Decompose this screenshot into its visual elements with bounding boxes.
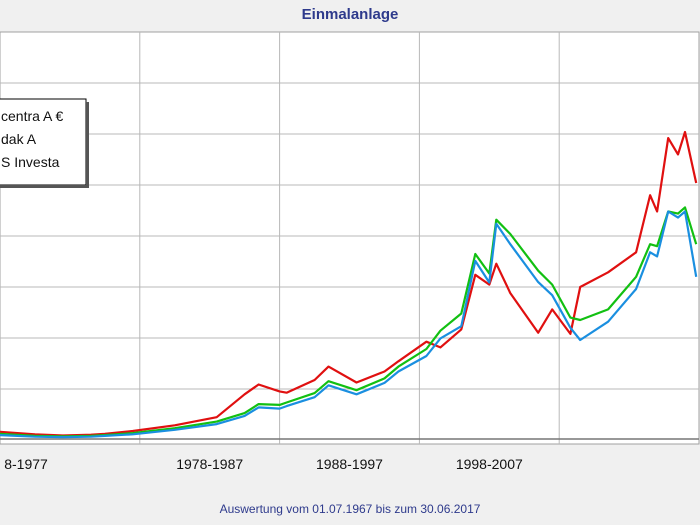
legend-entry: dak A [1, 131, 37, 147]
x-tick-label: 1978-1987 [176, 456, 243, 472]
series-line-dak-a [0, 206, 698, 438]
series-line-s-investa [0, 210, 698, 439]
x-tick-label: 1998-2007 [456, 456, 523, 472]
series-line-centra-a- [0, 130, 698, 437]
x-axis-ticks: 8-1977 1978-1987 1988-1997 1998-2007 [4, 456, 523, 472]
legend-shadow [86, 102, 89, 188]
chart-title: Einmalanlage [301, 6, 399, 23]
legend-box [0, 98, 87, 186]
series-lines [0, 130, 698, 439]
x-tick-label: 1988-1997 [316, 456, 383, 472]
evaluation-period-note: Auswertung vom 01.07.1967 bis zum 30.06.… [219, 502, 481, 516]
legend-shadow [0, 185, 89, 188]
x-tick-label: 8-1977 [4, 456, 48, 472]
legend-entry: centra A € [1, 108, 63, 124]
legend: centra A € dak A S Investa [0, 98, 89, 188]
legend-entry: S Investa [1, 154, 60, 170]
plot-background [0, 31, 700, 445]
